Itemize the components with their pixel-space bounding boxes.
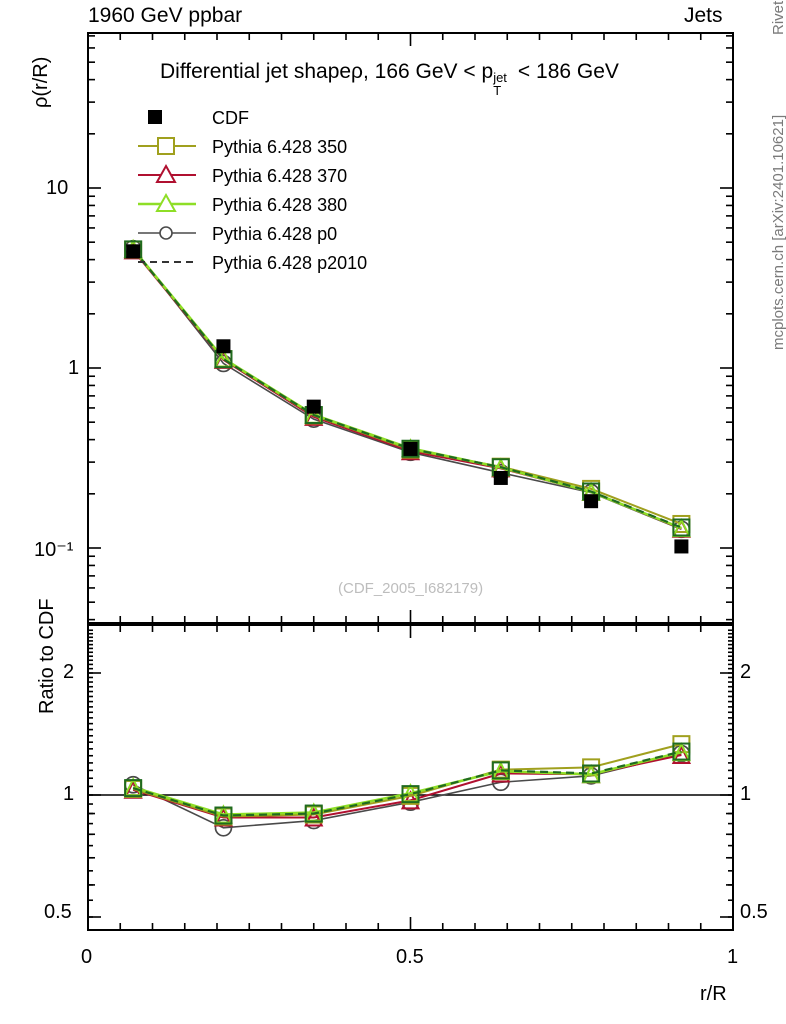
data-point-marker xyxy=(671,744,692,765)
data-point-marker xyxy=(304,804,323,823)
xaxis-label: r/R xyxy=(700,983,727,1005)
series-line xyxy=(132,750,682,817)
plot-title-superscript: jet xyxy=(493,69,507,85)
ratio-ytick-0.5: 0.5 xyxy=(44,901,72,923)
series-line xyxy=(132,248,682,529)
ratio-ytick-1: 1 xyxy=(63,783,75,805)
main-ytick-10: 10 xyxy=(46,177,69,199)
data-point-marker xyxy=(672,518,691,537)
legend-marker-pythia-350[interactable] xyxy=(157,137,175,155)
data-point-marker xyxy=(493,470,508,485)
data-point-marker xyxy=(672,742,691,761)
analysis-watermark: (CDF_2005_I682179) xyxy=(338,580,484,597)
ratio-ytick-right-0.5: 0.5 xyxy=(740,901,768,923)
plot-title-main: Differential jet shapeρ, 166 GeV < p xyxy=(160,60,494,83)
legend-marker-pythia-p0[interactable] xyxy=(159,226,173,240)
legend-label-pythia-p0[interactable]: Pythia 6.428 p0 xyxy=(212,224,338,244)
data-point-marker xyxy=(126,244,141,259)
header-right-label: Jets xyxy=(684,4,723,27)
data-point-marker xyxy=(491,763,511,783)
data-point-marker xyxy=(214,818,233,837)
data-point-marker xyxy=(582,764,601,783)
data-point-marker xyxy=(584,494,599,509)
data-point-marker xyxy=(214,806,233,825)
ratio-series-group xyxy=(123,735,692,837)
data-point-marker xyxy=(306,399,321,414)
legend-label-pythia-p2010[interactable]: Pythia 6.428 p2010 xyxy=(212,253,368,273)
legend-markers xyxy=(138,110,196,263)
legend-marker-pythia-380[interactable] xyxy=(155,192,177,212)
main-ytick-1: 1 xyxy=(68,357,80,379)
xtick-0.5: 0.5 xyxy=(396,946,424,968)
axis-ticks xyxy=(87,33,734,930)
series-pythia-6-428-350 xyxy=(124,240,691,533)
data-point-marker xyxy=(304,807,324,827)
legend-label-cdf[interactable]: CDF xyxy=(212,108,249,128)
series-pythia-6-428-p2010 xyxy=(124,240,691,537)
data-point-marker xyxy=(491,761,510,780)
legend-label-pythia-380[interactable]: Pythia 6.428 380 xyxy=(212,195,348,215)
plot-title: Differential jet shapeρ, 166 GeV < p jet T… xyxy=(160,60,619,98)
xtick-1: 1 xyxy=(727,946,739,968)
ratio-ytick-2: 2 xyxy=(63,661,75,683)
ratio-ytick-right-1: 1 xyxy=(740,783,752,805)
ratio-ytick-right-2: 2 xyxy=(740,661,752,683)
main-panel-frame xyxy=(87,32,734,624)
series-pythia-6-428-380 xyxy=(123,238,692,538)
data-point-marker xyxy=(674,539,689,554)
data-point-marker xyxy=(403,441,418,456)
legend-marker-cdf[interactable] xyxy=(148,110,162,124)
legend-label-pythia-350[interactable]: Pythia 6.428 350 xyxy=(212,137,348,157)
main-series-group xyxy=(123,238,692,554)
xtick-0: 0 xyxy=(81,946,93,968)
plot-title-subscript: T xyxy=(493,83,502,99)
main-ytick-0.1: 10⁻¹ xyxy=(34,539,74,561)
series-pythia-6-428-p2010 xyxy=(124,742,691,825)
header-left-label: 1960 GeV ppbar xyxy=(88,4,243,27)
plot-title-tail: < 186 GeV xyxy=(512,60,619,83)
series-pythia-6-428-p0 xyxy=(124,239,691,539)
data-point-marker xyxy=(124,779,143,798)
data-point-marker xyxy=(216,339,231,354)
legend-label-pythia-370[interactable]: Pythia 6.428 370 xyxy=(212,166,348,186)
legend-marker-pythia-370[interactable] xyxy=(155,163,177,183)
ratio-panel-frame xyxy=(87,624,734,931)
data-point-marker xyxy=(401,785,420,804)
series-cdf xyxy=(126,244,689,554)
data-point-marker xyxy=(401,439,420,458)
series-pythia-6-428-370 xyxy=(123,240,692,538)
